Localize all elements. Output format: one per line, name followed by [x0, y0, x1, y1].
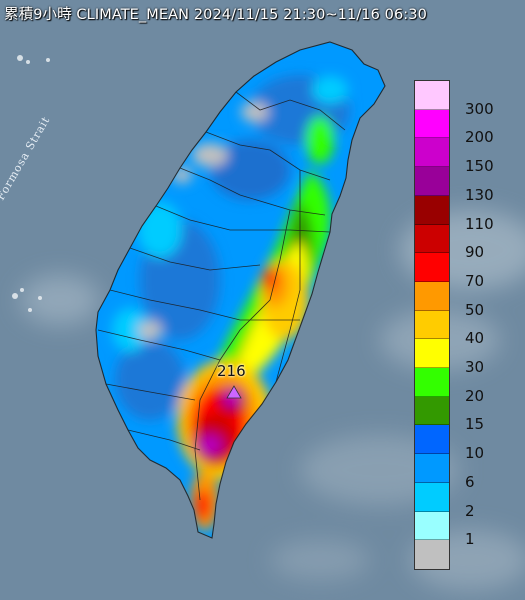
legend-label: 130	[465, 185, 494, 204]
legend-label: 200	[465, 128, 494, 147]
legend-swatch	[415, 540, 449, 569]
legend-label: 10	[465, 444, 485, 463]
max-rainfall-value: 216	[217, 362, 246, 380]
legend-label: 90	[465, 243, 485, 262]
legend-label: 110	[465, 214, 494, 233]
legend-swatch	[415, 454, 449, 483]
legend-swatch	[415, 368, 449, 397]
map-title: 累積9小時 CLIMATE_MEAN 2024/11/15 21:30~11/1…	[4, 7, 427, 23]
legend-label: 1	[465, 530, 475, 549]
legend-swatch	[415, 224, 449, 254]
legend-label: 50	[465, 300, 485, 319]
legend-swatch	[415, 339, 449, 369]
legend-swatch	[415, 195, 449, 225]
small-clouds	[12, 55, 50, 312]
legend-label: 20	[465, 386, 485, 405]
county-boundaries	[95, 41, 386, 539]
legend-label: 300	[465, 99, 494, 118]
legend-label: 150	[465, 157, 494, 176]
legend-swatch	[415, 425, 449, 455]
legend-label: 6	[465, 472, 475, 491]
legend-swatch	[415, 396, 449, 426]
legend-swatch	[415, 138, 449, 168]
legend-swatch	[415, 253, 449, 282]
triangle-max-marker-icon	[226, 385, 242, 399]
legend-label: 70	[465, 271, 485, 290]
legend-swatch	[415, 109, 449, 139]
legend-swatch	[415, 511, 449, 541]
legend-label: 2	[465, 501, 475, 520]
legend-swatch	[415, 81, 449, 110]
legend-swatch	[415, 310, 449, 340]
legend-label: 15	[465, 415, 485, 434]
legend-swatch	[415, 482, 449, 512]
legend-label: 30	[465, 358, 485, 377]
legend-label: 40	[465, 329, 485, 348]
legend-swatch	[415, 281, 449, 311]
legend-swatch	[415, 167, 449, 196]
rainfall-legend	[414, 80, 450, 570]
